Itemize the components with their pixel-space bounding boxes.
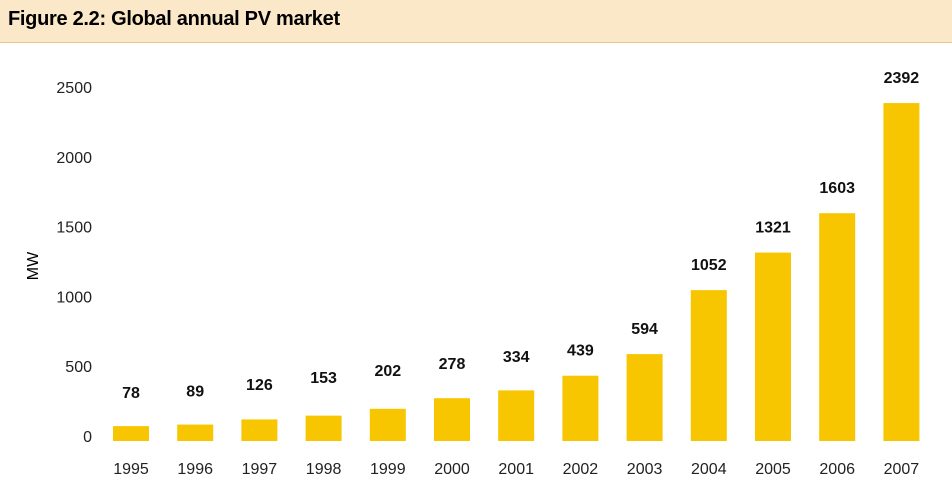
- figure-title: Figure 2.2: Global annual PV market: [8, 8, 340, 30]
- y-tick-label: 2500: [56, 80, 92, 97]
- bar: [177, 424, 214, 441]
- data-label: 126: [246, 377, 273, 394]
- data-label: 278: [439, 356, 466, 373]
- bar: [434, 398, 470, 441]
- bar: [562, 375, 599, 441]
- x-tick-label: 2000: [434, 461, 470, 478]
- x-axis-ticks: 1995 1996 1997 1998 1999 2000 2001 2002 2003 2004…: [113, 461, 919, 478]
- data-labels: 78 89 126 153 202 278 334 439 594 1052 1321 1603 239…: [122, 70, 919, 402]
- x-tick-label: 2007: [884, 461, 920, 478]
- y-tick-label: 1000: [56, 289, 92, 306]
- bar: [113, 426, 149, 441]
- x-tick-label: 1996: [177, 461, 213, 478]
- y-tick-label: 1500: [56, 220, 92, 237]
- x-tick-label: 1998: [306, 461, 342, 478]
- x-tick-label: 2006: [819, 461, 855, 478]
- x-tick-label: 2003: [627, 461, 663, 478]
- x-tick-label: 2002: [563, 461, 599, 478]
- data-label: 439: [567, 343, 594, 360]
- x-tick-label: 1999: [370, 461, 406, 478]
- data-label: 202: [374, 363, 401, 380]
- data-label: 594: [631, 321, 658, 338]
- x-tick-label: 2001: [498, 461, 534, 478]
- data-label: 2392: [884, 70, 920, 87]
- data-label: 89: [186, 384, 204, 401]
- x-tick-label: 2004: [691, 461, 727, 478]
- data-label: 78: [122, 385, 140, 402]
- y-tick-label: 2000: [56, 150, 92, 167]
- x-tick-label: 1997: [242, 461, 278, 478]
- bar: [819, 213, 856, 441]
- bar: [883, 103, 920, 442]
- data-label: 1603: [819, 180, 855, 197]
- data-label: 1321: [755, 220, 791, 237]
- bar: [241, 419, 278, 441]
- data-label: 1052: [691, 257, 727, 274]
- x-tick-label: 2005: [755, 461, 791, 478]
- y-axis-ticks: 0 500 1000 1500 2000 2500: [56, 80, 92, 446]
- bar: [690, 290, 727, 441]
- bar: [626, 354, 663, 441]
- data-label: 334: [503, 349, 530, 366]
- y-axis-label: MW: [25, 251, 42, 280]
- bar: [305, 415, 342, 441]
- bar: [755, 252, 791, 441]
- x-tick-label: 1995: [113, 461, 149, 478]
- figure-header: Figure 2.2: Global annual PV market: [0, 0, 952, 43]
- bar: [369, 408, 406, 441]
- bars: [113, 103, 920, 442]
- bar: [498, 390, 535, 441]
- y-tick-label: 0: [83, 429, 92, 446]
- y-tick-label: 500: [65, 359, 92, 376]
- data-label: 153: [310, 370, 337, 387]
